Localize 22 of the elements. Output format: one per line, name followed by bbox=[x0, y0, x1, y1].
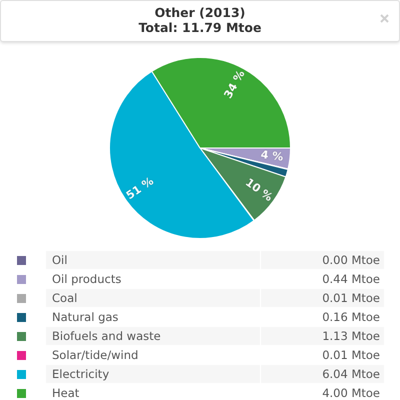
legend-label: Electricity bbox=[52, 366, 110, 383]
data-label: 0.01 Mtoe bbox=[322, 290, 380, 307]
data-label: 0.16 Mtoe bbox=[322, 309, 380, 326]
text: 51 % bbox=[124, 174, 156, 202]
data-label: 1.13 Mtoe bbox=[322, 328, 380, 345]
text: 0.00 Mtoe bbox=[322, 253, 380, 267]
legend-label: Coal bbox=[52, 290, 78, 307]
data-label: 0.44 Mtoe bbox=[322, 271, 380, 288]
chart-title: Other (2013) bbox=[154, 5, 246, 20]
legend-label: Biofuels and waste bbox=[52, 328, 161, 345]
data-label: 0.01 Mtoe bbox=[322, 347, 380, 364]
chart-subtitle: Total: 11.79 Mtoe bbox=[138, 20, 262, 35]
legend-label: Oil bbox=[52, 252, 68, 269]
text: 4 % bbox=[260, 148, 284, 164]
legend-label: Natural gas bbox=[52, 309, 118, 326]
text: 34 % bbox=[221, 68, 248, 101]
legend-label: Oil products bbox=[52, 271, 122, 288]
data-label: 6.04 Mtoe bbox=[322, 366, 380, 383]
text: 10 % bbox=[243, 176, 276, 204]
legend-label: Solar/tide/wind bbox=[52, 347, 138, 364]
legend-label: Heat bbox=[52, 385, 80, 400]
data-label: 4.00 Mtoe bbox=[322, 385, 380, 400]
